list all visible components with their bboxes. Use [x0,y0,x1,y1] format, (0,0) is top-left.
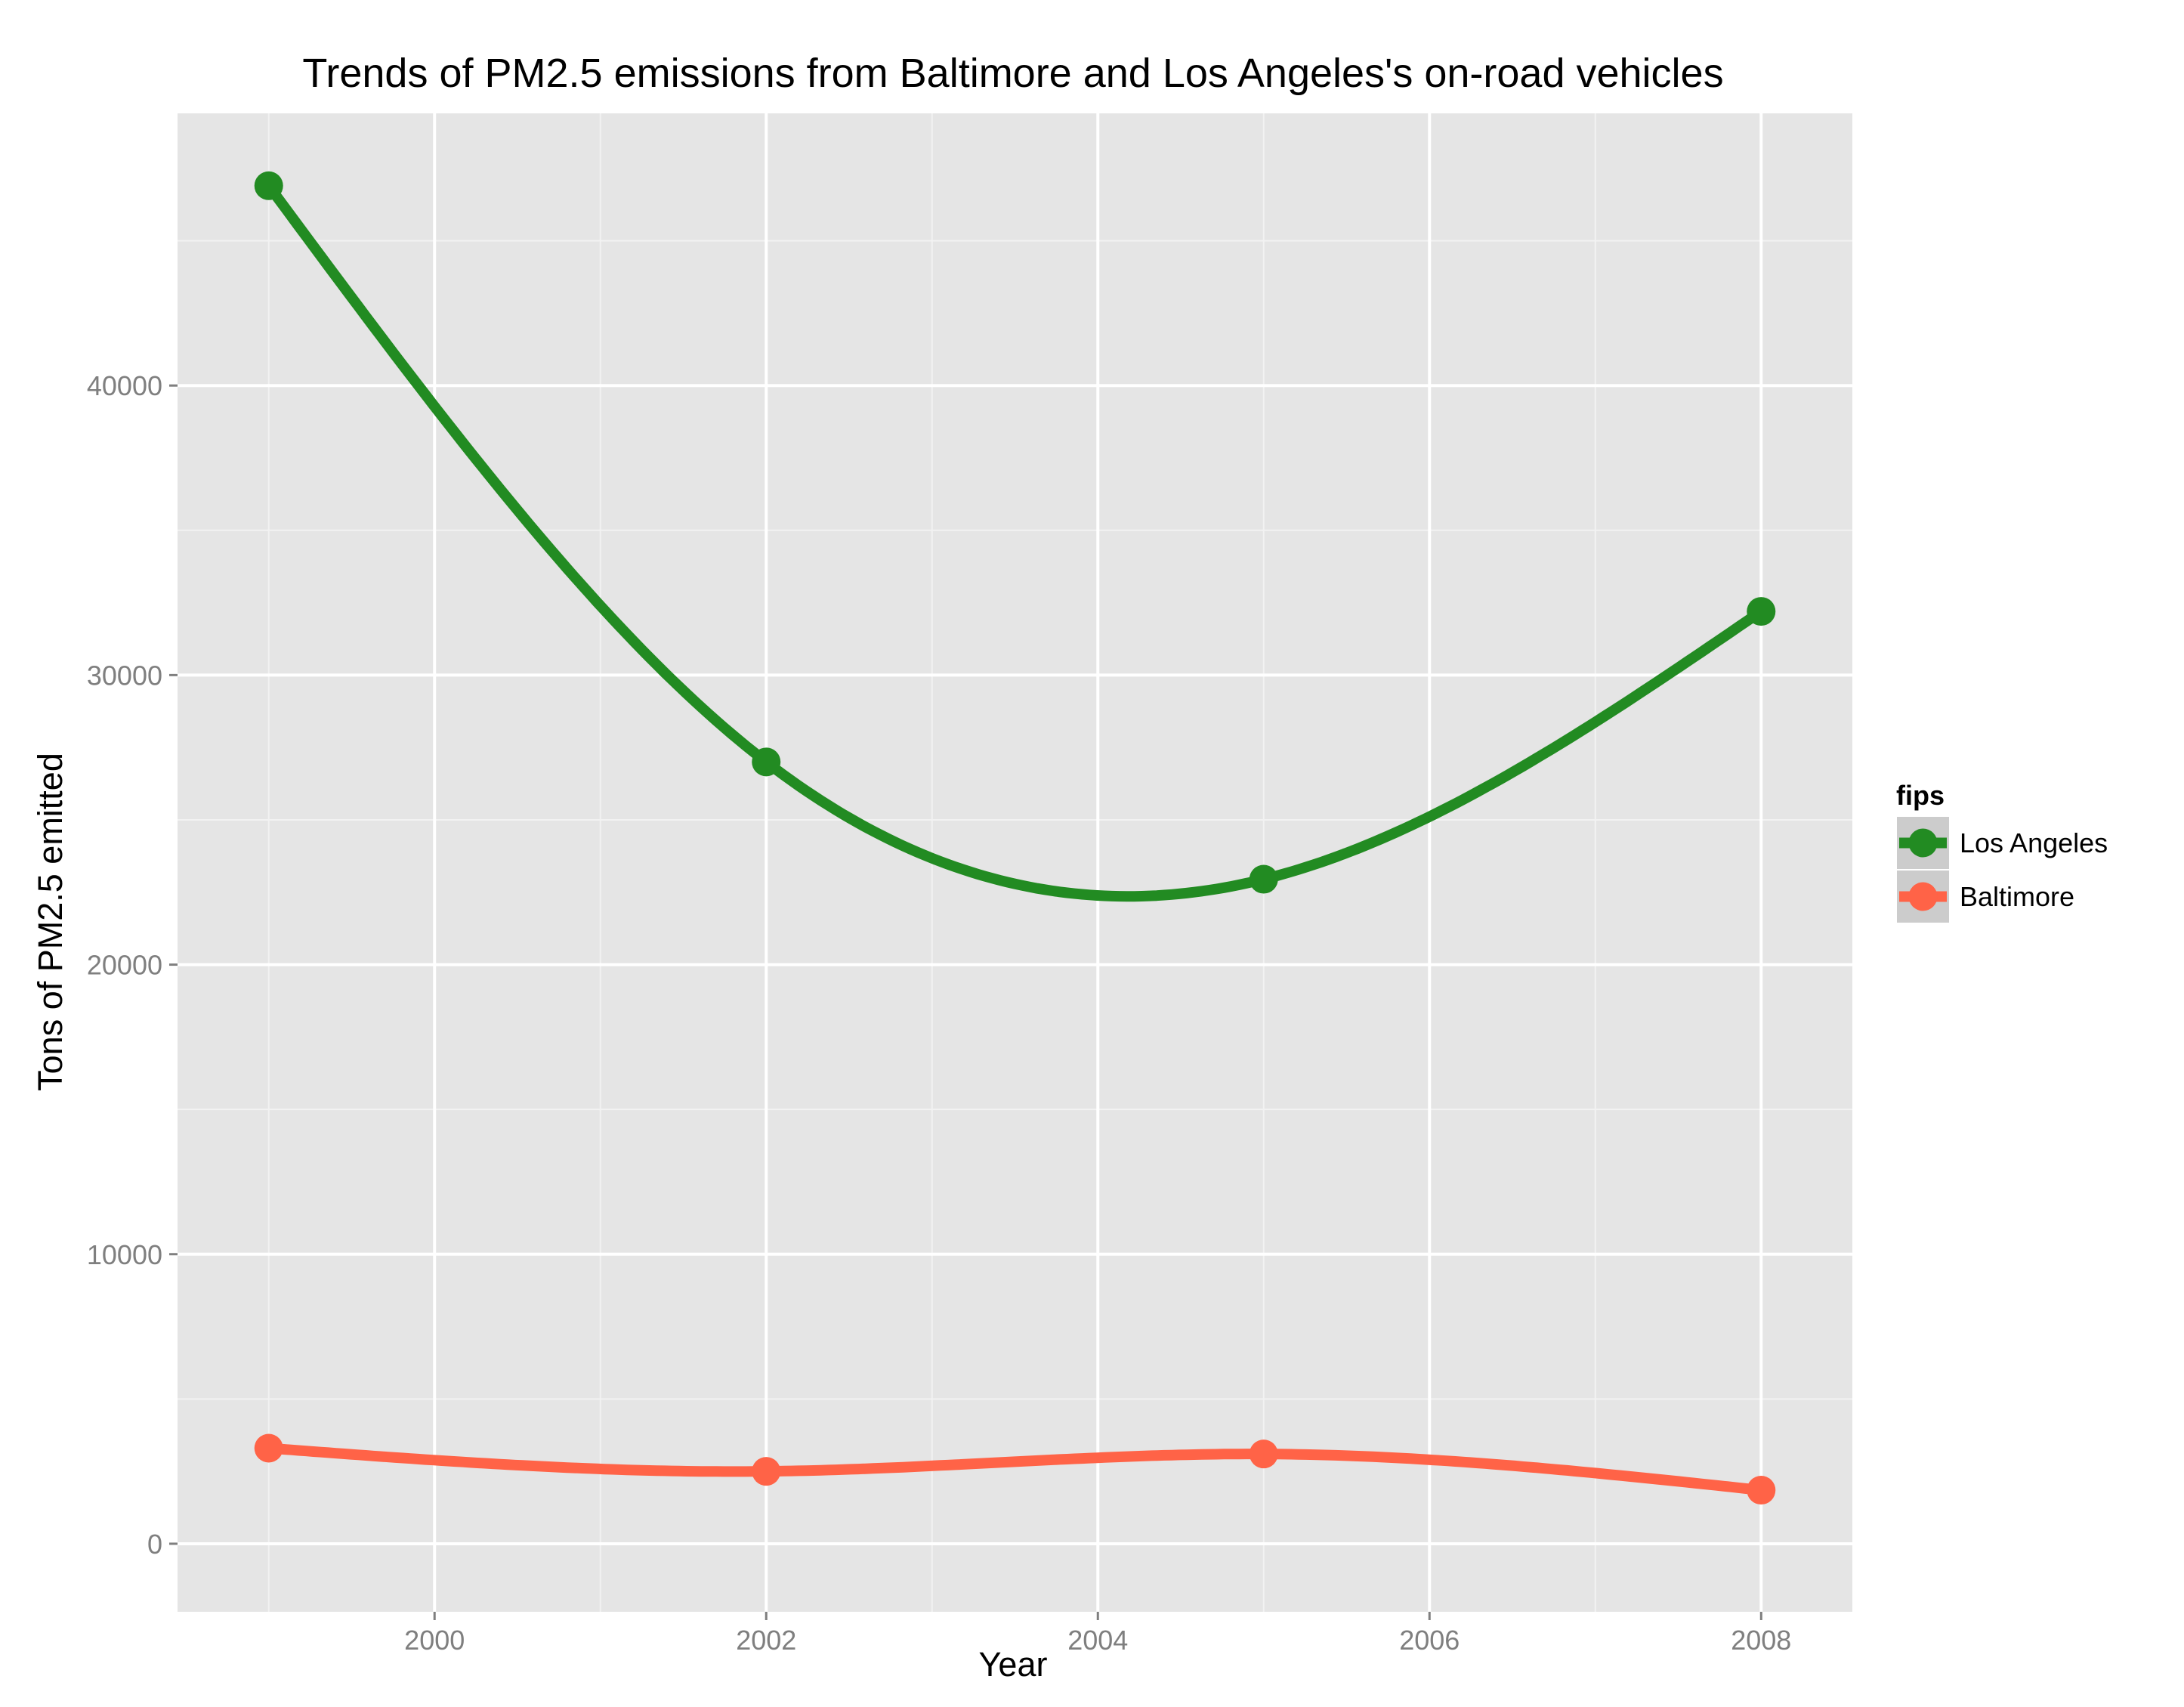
plot-panel [178,113,1852,1612]
y-tick-label: 40000 [87,370,162,401]
legend-key-point [1908,882,1938,911]
x-tick-label: 2006 [1399,1625,1460,1656]
series-points [254,171,1776,1505]
x-axis-title: Year [979,1645,1048,1684]
y-tick-label: 0 [147,1529,162,1560]
axis-ticks: 2000 2002 2004 2006 2008 0 10000 20000 30000 4000… [87,370,1791,1656]
data-point [752,1457,781,1486]
legend-key-point [1908,828,1938,858]
grid-major [178,113,1852,1612]
y-tick-label: 30000 [87,660,162,691]
y-tick-label: 20000 [87,950,162,981]
data-point [1747,1476,1776,1505]
legend-label: Baltimore [1960,881,2074,912]
data-point [1249,864,1278,894]
y-axis-title: Tons of PM2.5 emitted [31,753,70,1091]
legend-title: fips [1896,780,1945,811]
data-point [1249,1440,1278,1469]
legend-label: Los Angeles [1960,827,2108,858]
x-tick-label: 2008 [1731,1625,1791,1656]
y-tick-label: 10000 [87,1239,162,1270]
data-point [254,171,283,200]
data-point [752,747,781,777]
series-line-0 [263,180,1767,902]
x-tick-label: 2000 [404,1625,465,1656]
data-point [254,1433,283,1463]
chart-title: Trends of PM2.5 emissions from Baltimore… [302,51,1723,96]
legend: fips Los Angeles Baltimore [1895,780,2108,924]
series-lines [263,180,1767,1496]
x-tick-label: 2002 [736,1625,796,1656]
series-line-1 [263,1443,1767,1496]
x-tick-label: 2004 [1067,1625,1128,1656]
data-point [1747,597,1776,626]
